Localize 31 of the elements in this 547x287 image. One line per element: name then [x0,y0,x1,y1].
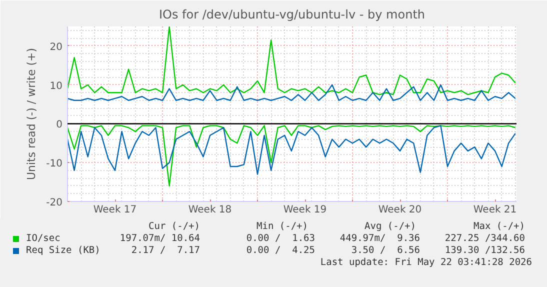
y-tick-label: 10 [50,80,63,92]
y-tick-label: 20 [50,42,63,53]
text: 0.00 / 4.25 [246,245,315,257]
text: Max (-/+) [474,221,525,233]
text: 0.00 / 1.63 [246,233,315,245]
line-series [68,84,516,101]
text: 449.97m/ 9.36 [340,233,420,245]
text: 227.25 /344.60 [444,233,525,245]
legend-label: IO/sec [26,233,60,245]
y-tick-label: 0 [56,120,63,131]
text: 197.07m/ 10.64 [120,233,200,245]
text: Min (-/+) [256,221,308,233]
x-tick-label: Week 21 [473,204,517,216]
line-series [68,26,516,96]
text: 3.50 / 6.56 [351,245,420,257]
text: Last update: Fri May 22 03:41:28 2026 [320,257,532,269]
text: 139.30 /132.56 [444,245,525,257]
line-series [68,125,516,175]
line-series [68,125,516,187]
legend-label: Req Size (KB) [26,245,100,257]
text: Cur (-/+) [148,221,200,233]
x-tick-label: Week 17 [93,204,137,216]
y-axis-title: Units read (-) / write (+) [25,48,38,180]
text: 2.17 / 7.17 [131,245,200,257]
text: Avg (-/+) [364,221,416,233]
x-tick-label: Week 20 [378,204,422,216]
y-tick-label: -20 [46,198,63,208]
y-tick-label: -10 [46,158,63,170]
x-tick-label: Week 19 [283,204,327,216]
x-tick-label: Week 18 [188,204,232,216]
chart-title: IOs for /dev/ubuntu-vg/ubuntu-lv - by month [158,8,426,22]
